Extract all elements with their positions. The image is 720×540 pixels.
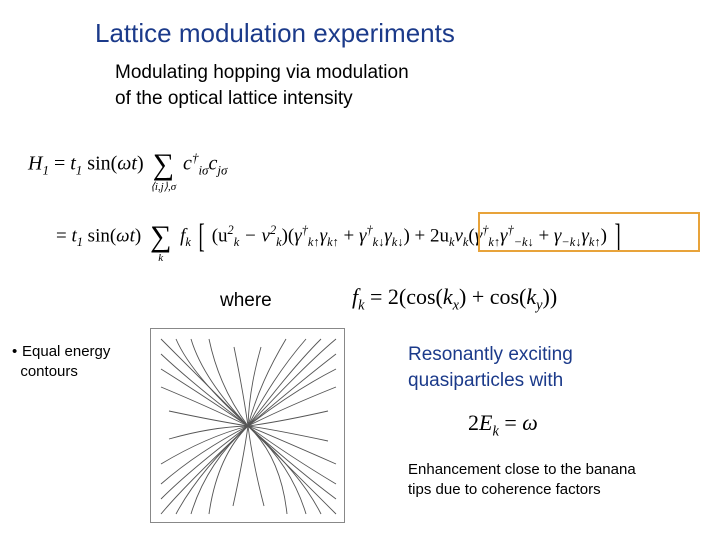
- coherence-term-highlight: [478, 212, 700, 252]
- subtitle-line1: Modulating hopping via modulation: [115, 62, 409, 83]
- resonance-condition: 2Ek = ω: [468, 410, 538, 440]
- sum-icon: ∑⟨i,j⟩,σ: [153, 150, 174, 180]
- slide-subtitle: Modulating hopping via modulation of the…: [115, 60, 409, 111]
- subtitle-line2: of the optical lattice intensity: [115, 88, 353, 109]
- resonant-text: Resonantly exciting quasiparticles with: [408, 342, 573, 393]
- fk-definition: fk = 2(cos(kx) + cos(ky)): [352, 284, 557, 314]
- hamiltonian-line1: H1 = t1 sin(ωt) ∑⟨i,j⟩,σ c†iσcjσ: [28, 150, 227, 180]
- enhancement-text: Enhancement close to the banana tips due…: [408, 460, 698, 499]
- where-label: where: [220, 290, 272, 312]
- contour-plot: [150, 328, 345, 523]
- contour-caption: •Equal energy contours: [12, 342, 110, 381]
- sum-icon: ∑k: [150, 222, 171, 252]
- slide-title: Lattice modulation experiments: [95, 18, 455, 49]
